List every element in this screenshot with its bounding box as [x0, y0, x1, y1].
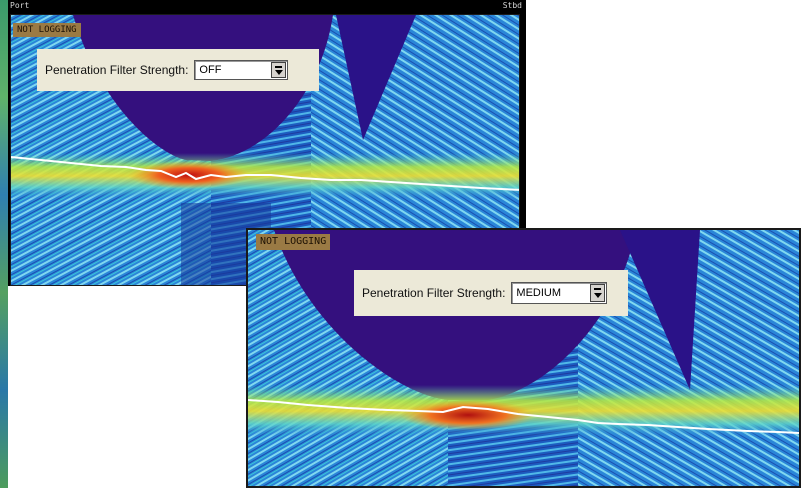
logging-status-badge: NOT LOGGING	[256, 234, 331, 250]
sonar-image[interactable]: NOT LOGGING Penetration Filter Strength:…	[248, 230, 799, 486]
dropdown-arrow-icon[interactable]	[590, 284, 606, 302]
sonar-waterfall-graphic	[248, 230, 799, 486]
window-title-bar: Port Stbd	[8, 0, 526, 12]
penetration-filter-value: OFF	[199, 64, 222, 76]
penetration-filter-label: Penetration Filter Strength:	[362, 286, 506, 300]
sonar-window-filtered: NOT LOGGING Penetration Filter Strength:…	[246, 228, 801, 488]
dropdown-arrow-icon[interactable]	[271, 62, 287, 78]
penetration-filter-select[interactable]: MEDIUM	[511, 282, 608, 304]
penetration-filter-control: Penetration Filter Strength: OFF	[37, 49, 319, 91]
penetration-filter-select[interactable]: OFF	[194, 60, 289, 80]
penetration-filter-control: Penetration Filter Strength: MEDIUM	[354, 270, 628, 316]
logging-status-badge: NOT LOGGING	[13, 23, 81, 37]
penetration-filter-label: Penetration Filter Strength:	[45, 63, 189, 77]
penetration-filter-value: MEDIUM	[516, 287, 562, 299]
background-window-edge	[0, 0, 8, 488]
stbd-label: Stbd	[502, 1, 522, 10]
port-label: Port	[10, 1, 30, 10]
